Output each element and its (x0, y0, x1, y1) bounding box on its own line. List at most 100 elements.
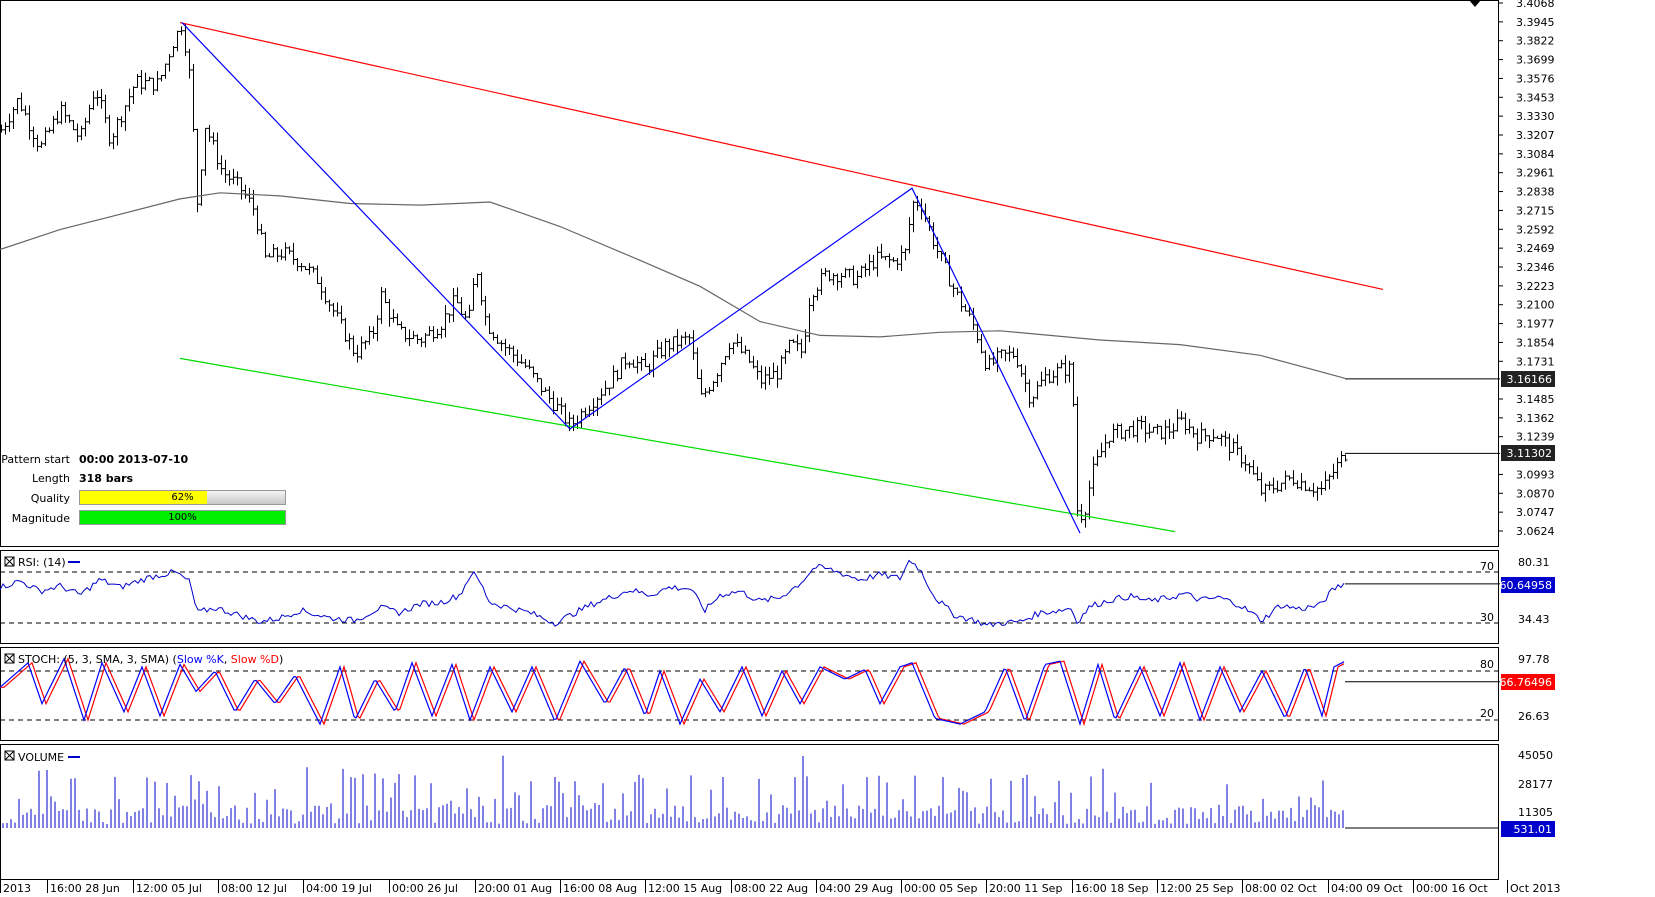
price-bar (739, 336, 744, 354)
price-bar (1247, 462, 1252, 474)
price-bar (855, 270, 860, 289)
price-bar (519, 354, 524, 364)
price-bar (551, 391, 556, 415)
quality-label: Quality (30, 492, 70, 505)
price-bar (15, 97, 20, 115)
price-axis: 3.4068 3.3945 3.3822 3.3699 3.3576 3.3453 3.33… (1498, 0, 1555, 538)
pattern-line-2 (181, 22, 1081, 534)
price-panel: 3.4068 3.3945 3.3822 3.3699 3.3576 3.3453 3.33… (0, 0, 1555, 538)
price-bar (7, 113, 12, 132)
price-bar (1223, 431, 1228, 447)
price-bar (983, 350, 988, 371)
time-tick-label: 04:00 19 Jul (306, 882, 372, 895)
price-bar (1071, 362, 1076, 407)
price-bar (619, 357, 624, 380)
price-bar (515, 349, 520, 367)
price-bar (59, 101, 64, 125)
price-tick-label: 3.0993 (1516, 468, 1555, 481)
rsi-level-30-label: 30 (1480, 611, 1494, 624)
price-bar (1267, 481, 1272, 491)
price-bar (539, 378, 544, 396)
volume-axis-1: 45050 (1518, 749, 1553, 762)
price-tick-label: 3.2100 (1516, 299, 1555, 312)
price-bar (687, 334, 692, 346)
time-tick-label: 16:00 18 Sep (1075, 882, 1148, 895)
price-bar (695, 347, 700, 380)
price-bar (1155, 424, 1160, 435)
scroll-marker-icon[interactable] (1469, 0, 1481, 7)
price-bar (31, 126, 36, 148)
pattern-start-label: Pattern start (1, 453, 70, 466)
price-bar (703, 388, 708, 398)
stoch-title-comma: , (224, 653, 231, 666)
price-bar (1303, 480, 1308, 492)
price-bar (1019, 364, 1024, 377)
price-bar (35, 134, 40, 152)
price-bar (455, 287, 460, 304)
price-bar (191, 64, 196, 132)
stoch-value-flag: 66.76496 (1500, 674, 1555, 690)
time-tick-label: 00:00 16 Oct (1416, 882, 1488, 895)
price-bar (511, 345, 516, 363)
price-bar (203, 127, 208, 176)
price-bar (319, 276, 324, 300)
price-bar (183, 23, 188, 57)
price-bar (1259, 472, 1264, 496)
price-bar (531, 366, 536, 378)
price-bar (595, 396, 600, 416)
price-bar (423, 333, 428, 348)
price-bar (1263, 483, 1268, 502)
price-bar (1311, 482, 1316, 497)
price-bar (743, 345, 748, 355)
pattern-lines (179, 22, 1384, 534)
price-bar (315, 265, 320, 284)
price-bar (3, 122, 8, 135)
rsi-line (0, 559, 1345, 628)
stoch-title-sep: ( (169, 653, 177, 666)
price-bar (655, 339, 660, 359)
price-bar (39, 141, 44, 148)
price-bar (139, 69, 144, 95)
price-bar (427, 326, 432, 336)
ma-price-flag-label: 3.16166 (1507, 373, 1553, 386)
stoch-title-text: STOCH: (5, 3, SMA, 3, SMA) (18, 653, 169, 666)
price-bar (1283, 470, 1288, 490)
price-bar (1147, 423, 1152, 439)
price-bar (1027, 379, 1032, 408)
time-tick-label: 2013 (3, 882, 31, 895)
price-bar (523, 358, 528, 369)
price-tick-label: 3.3453 (1516, 91, 1555, 104)
pattern-info-panel: Pattern start 00:00 2013-07-10 Length 31… (0, 452, 300, 530)
price-bar (479, 272, 484, 306)
price-bar (887, 253, 892, 268)
rsi-close-icon[interactable] (4, 556, 15, 567)
price-tick-label: 3.0624 (1516, 525, 1555, 538)
volume-close-icon[interactable] (4, 750, 15, 761)
price-bar (123, 105, 128, 131)
pattern-length-value: 318 bars (79, 472, 134, 485)
price-bar (303, 266, 308, 271)
price-bar (803, 329, 808, 354)
price-bar (1275, 480, 1280, 493)
price-bar (283, 242, 288, 261)
price-bar (1035, 381, 1040, 400)
quality-bar: 62% (79, 490, 286, 505)
time-axis: 2013 16:00 28 Jun 12:00 05 Jul 08:00 12 Jul… (0, 880, 1561, 895)
price-bar (631, 359, 636, 368)
stoch-close-icon[interactable] (4, 653, 15, 664)
stoch-axis-bottom: 26.63 (1518, 710, 1550, 723)
price-bar (155, 71, 160, 92)
price-bar (299, 262, 304, 272)
price-bar (271, 244, 276, 258)
pattern-line-1 (179, 357, 1176, 533)
price-bar (1315, 486, 1320, 501)
price-bar (143, 72, 148, 91)
price-bar (1271, 477, 1276, 494)
price-bar (763, 366, 768, 390)
price-bar (231, 168, 236, 185)
price-bar (607, 387, 612, 396)
price-bar (255, 205, 260, 235)
price-bar (715, 373, 720, 387)
price-bar (555, 397, 560, 412)
